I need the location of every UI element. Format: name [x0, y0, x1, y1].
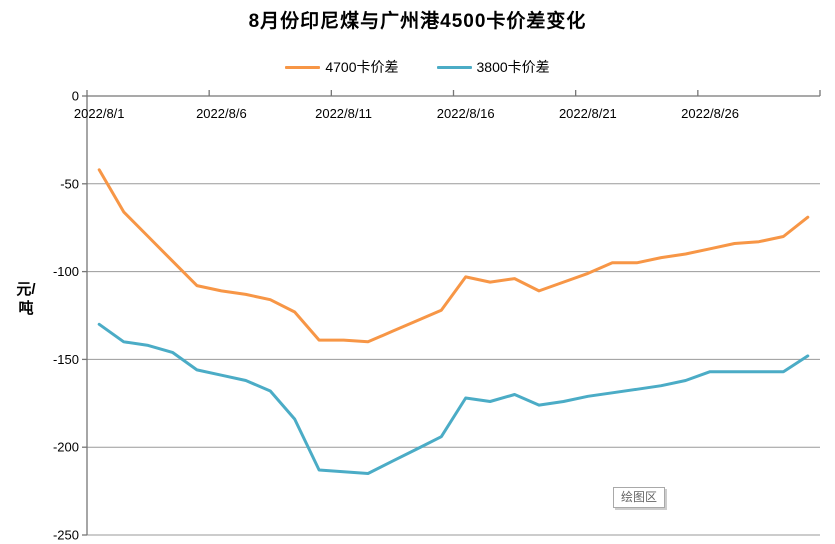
- x-tick-label: 2022/8/11: [315, 106, 372, 121]
- x-tick-label: 2022/8/6: [196, 106, 247, 121]
- legend-item-4700: 4700卡价差: [285, 57, 399, 77]
- x-tick-label: 2022/8/21: [559, 106, 617, 121]
- chart-legend: 4700卡价差 3800卡价差: [0, 57, 835, 77]
- y-tick-label: -100: [53, 264, 79, 279]
- x-tick-label: 2022/8/16: [437, 106, 495, 121]
- legend-swatch-3800: [436, 65, 472, 69]
- y-axis-title: 元/吨: [16, 281, 36, 317]
- y-tick-label: 0: [72, 89, 79, 104]
- legend-label-3800: 3800卡价差: [476, 59, 550, 75]
- y-tick-label: -50: [60, 176, 79, 191]
- legend-swatch-4700: [285, 65, 321, 69]
- y-tick-label: -250: [53, 528, 79, 543]
- plot-area-tooltip: 绘图区: [613, 487, 665, 508]
- y-tick-label: -200: [53, 440, 79, 455]
- y-tick-label: -150: [53, 352, 79, 367]
- x-tick-label: 2022/8/1: [74, 106, 125, 121]
- x-tick-label: 2022/8/26: [681, 106, 739, 121]
- legend-label-4700: 4700卡价差: [325, 59, 399, 75]
- series-line-4700: [97, 168, 810, 344]
- legend-item-3800: 3800卡价差: [436, 57, 550, 77]
- chart-title: 8月份印尼煤与广州港4500卡价差变化: [248, 11, 587, 32]
- series-line-3800: [97, 322, 810, 475]
